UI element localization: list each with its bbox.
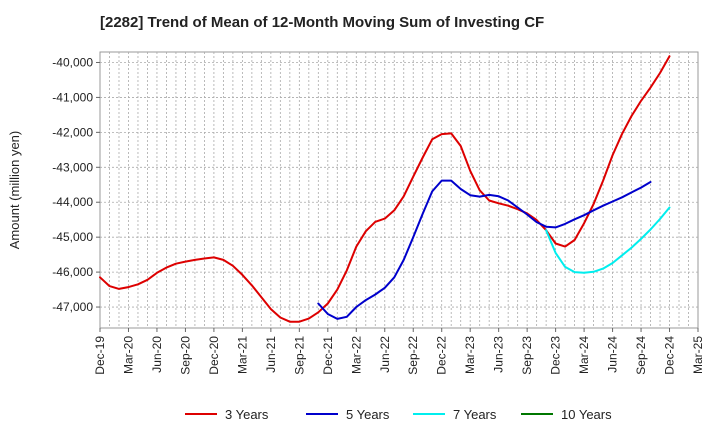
x-tick-label: Mar-24 bbox=[577, 336, 591, 374]
chart-title: [2282] Trend of Mean of 12-Month Moving … bbox=[100, 14, 544, 31]
series-line-7-years bbox=[545, 206, 671, 274]
x-tick-label: Sep-20 bbox=[178, 336, 192, 375]
x-tick-label: Mar-22 bbox=[349, 336, 363, 374]
y-tick-label: -40,000 bbox=[52, 55, 93, 69]
x-tick-label: Dec-21 bbox=[321, 336, 335, 375]
x-tick-label: Mar-23 bbox=[463, 336, 477, 374]
y-tick-label: -46,000 bbox=[52, 265, 93, 279]
legend-label: 5 Years bbox=[346, 407, 390, 422]
grid-layer bbox=[100, 52, 698, 328]
y-tick-label: -44,000 bbox=[52, 195, 93, 209]
legend: 3 Years 5 Years 7 Years 10 Years bbox=[185, 407, 612, 422]
legend-label: 3 Years bbox=[225, 407, 269, 422]
series-line-5-years bbox=[317, 179, 652, 320]
x-tick-label: Mar-20 bbox=[121, 336, 135, 374]
y-axis-ticks: -47,000 -46,000 -45,000 -44,000 -43,000 -42,0… bbox=[52, 55, 100, 314]
plot-frame bbox=[99, 51, 699, 329]
x-axis-ticks: Dec-19 Mar-20 Jun-20 Sep-20 Dec-20 Mar-21 Jun-… bbox=[93, 328, 705, 375]
x-tick-label: Sep-23 bbox=[520, 336, 534, 375]
x-tick-label: Jun-23 bbox=[492, 336, 506, 373]
x-tick-label: Jun-24 bbox=[606, 336, 620, 373]
x-tick-label: Dec-22 bbox=[435, 336, 449, 375]
x-tick-label: Jun-20 bbox=[150, 336, 164, 373]
x-tick-label: Mar-25 bbox=[691, 336, 705, 374]
y-tick-label: -43,000 bbox=[52, 160, 93, 174]
x-tick-label: Dec-19 bbox=[93, 336, 107, 375]
series-line-3-years bbox=[99, 55, 671, 323]
x-tick-label: Jun-22 bbox=[378, 336, 392, 373]
x-tick-label: Dec-23 bbox=[549, 336, 563, 375]
series-layer bbox=[99, 55, 671, 323]
y-axis-label: Amount (million yen) bbox=[7, 131, 22, 250]
x-tick-label: Jun-21 bbox=[264, 336, 278, 373]
y-tick-label: -47,000 bbox=[52, 300, 93, 314]
x-tick-label: Dec-20 bbox=[207, 336, 221, 375]
legend-label: 7 Years bbox=[453, 407, 497, 422]
legend-label: 10 Years bbox=[561, 407, 612, 422]
x-tick-label: Sep-21 bbox=[292, 336, 306, 375]
x-tick-label: Sep-22 bbox=[406, 336, 420, 375]
x-tick-label: Sep-24 bbox=[634, 336, 648, 375]
x-tick-label: Dec-24 bbox=[663, 336, 677, 375]
y-tick-label: -45,000 bbox=[52, 230, 93, 244]
y-tick-label: -41,000 bbox=[52, 90, 93, 104]
y-tick-label: -42,000 bbox=[52, 125, 93, 139]
x-tick-label: Mar-21 bbox=[235, 336, 249, 374]
